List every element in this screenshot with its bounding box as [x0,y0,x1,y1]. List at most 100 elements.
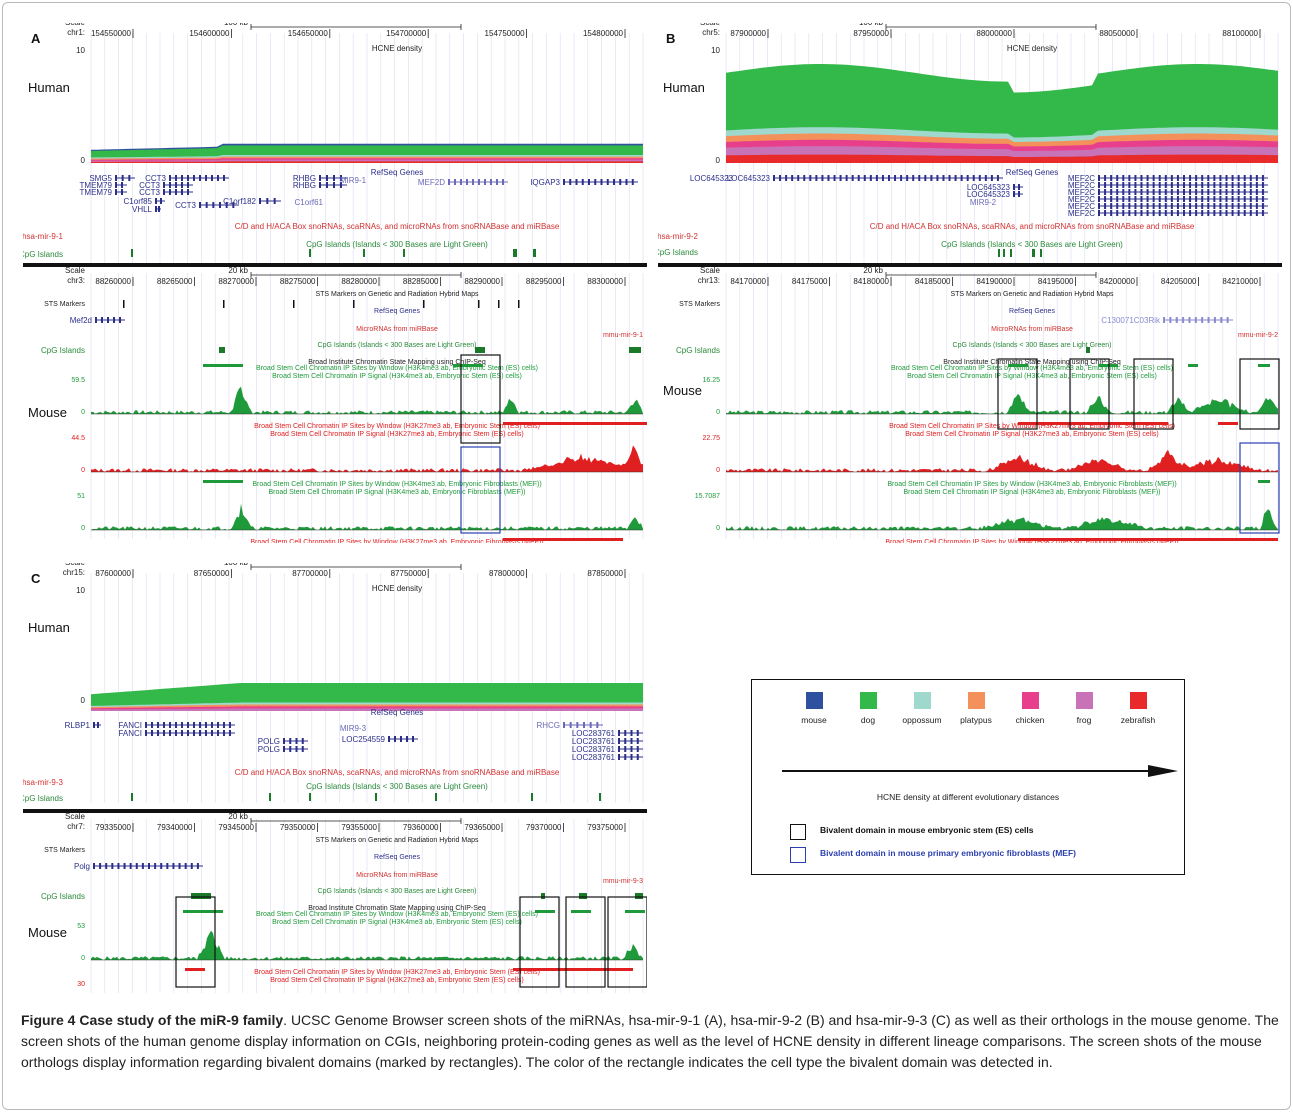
b-human-refseq-gene-name: LOC645323 [727,174,771,183]
b-human-refseq-exon [1219,210,1222,216]
b-human-refseq-exon [1170,210,1173,216]
b-mouse-cpg-title: CpG Islands (Islands < 300 Bases are Lig… [953,342,1112,349]
b-human-refseq-exon [1237,182,1240,188]
b-human-mir-gene: MIR9-2 [970,198,997,207]
b-human-refseq-title: RefSeq Genes [1006,168,1058,177]
a-human-refseq-exon [625,179,628,185]
b-human-refseq-exon [1183,175,1185,181]
a-human-refseq-exon [181,182,183,188]
c-human-refseq-exon [630,746,633,752]
c-human-refseq-exon [636,730,639,736]
a-human-cpg-island [363,249,365,257]
b-human-refseq-exon [1231,196,1234,202]
c-human-refseq-exon [223,722,225,728]
a-human-refseq-gene-name: RHBG [293,174,316,183]
c-human-refseq-exon [181,722,183,728]
a-human-refseq-gene-name: VHLL [132,205,153,214]
a-human-position-label: 154750000 [485,29,526,38]
legend-label-zebrafish: zebrafish [1120,715,1156,725]
c-human-refseq-gene-name: LOC283761 [572,745,616,754]
c-human-position-label: 87650000 [194,569,230,578]
legend-item-zebrafish: zebrafish [1110,692,1166,725]
b-human-refseq-exon [1140,182,1143,188]
b-human-cpg-island [1040,249,1042,257]
b-human-refseq-exon [1018,191,1020,197]
a-mouse-sts-mark [498,300,500,308]
b-human-refseq-exon [1098,189,1100,195]
b-human-refseq-exon [918,175,921,181]
b-mouse-track-0-signal-title: Broad Stem Cell Chromatin IP Signal (H3K… [907,373,1157,380]
b-mouse-track-0-site-window [1258,364,1270,367]
b-human-refseq-exon [1164,175,1167,181]
c-mouse-position-label: 79340000 [157,823,193,832]
a-human-refseq-exon [223,175,225,181]
b-human-refseq-gene-name: MEF2C [1068,202,1095,211]
legend: mouse dog oppossum platypus chicken frog zebra… [751,679,1185,875]
b-human-refseq-exon [978,175,981,181]
a-mouse-sts-mark [353,300,355,308]
a-human-refseq-exon [155,206,157,212]
a-mouse-exon [113,317,115,323]
b-human-refseq-exon [1018,184,1020,190]
a-human-refseq-exon [128,175,131,181]
b-mouse-position-label: 84195000 [1038,277,1074,286]
b-mouse-exon [1201,317,1204,323]
c-human-cpg-island [599,793,601,801]
c-divider [23,809,647,813]
a-mouse-track-3-site-title: Broad Stem Cell Chromatin IP Sites by Wi… [250,539,543,543]
c-mouse-track-0-site-window [183,910,223,913]
a-mouse-track-0-site-title: Broad Stem Cell Chromatin IP Sites by Wi… [256,365,538,372]
b-human-refseq-exon [1183,203,1185,209]
b-mouse-exon [1194,317,1197,323]
b-human-refseq-exon [1201,182,1204,188]
legend-label-dog: dog [860,715,876,725]
a-human-refseq-gene-name: TMEM79 [80,188,113,197]
a-human-refseq-exon [319,175,321,181]
a-human-refseq-exon [155,198,157,204]
c-mouse-track-0-signal-title: Broad Stem Cell Chromatin IP Signal (H3K… [272,919,522,926]
species-label-mouse-a: Mouse [28,405,68,420]
caption-title: Figure 4 Case study of the miR-9 family [21,1012,284,1028]
c-human-refseq-exon [151,722,153,728]
b-human-refseq-exon [1164,182,1167,188]
c-human-refseq-gene-name: POLG [258,737,280,746]
a-mouse-track-2-min: 0 [81,525,85,532]
legend-item-frog: frog [1056,692,1112,725]
b-human-refseq-exon [1134,175,1137,181]
b-human-refseq-exon [906,175,909,181]
c-mouse-scalebar-label: 20 kb [228,812,248,821]
a-human-refseq-exon [205,202,208,208]
b-human-refseq-exon [1243,182,1246,188]
c-mouse-exon [196,863,199,869]
legend-swatch-platypus [967,692,985,709]
a-mouse-track-2-max: 51 [77,493,85,500]
b-human-refseq-exon [948,175,951,181]
b-mouse-refseq-title: RefSeq Genes [1009,308,1055,315]
c-mouse-scale-label: Scale [65,812,86,821]
a-human-refseq-exon [115,182,117,188]
figure-caption: Figure 4 Case study of the miR-9 family.… [21,1010,1283,1073]
a-human-refseq-exon [619,179,622,185]
c-human-refseq-exon [301,746,304,752]
c-human-refseq-exon [388,736,390,742]
b-human-refseq-gene-name: LOC645323 [967,183,1011,192]
a-mouse-track-1-signal [91,445,643,472]
b-human-refseq-exon [1261,196,1264,202]
c-mouse-exon [117,863,120,869]
b-mouse-exon [1220,317,1223,323]
b-mouse-bivalent-box [997,358,1038,430]
a-human-cpg-island [513,249,517,257]
a-mouse-sts-mark [123,300,125,308]
a-mouse-sts-mark [223,300,225,308]
b-human-refseq-exon [1261,203,1264,209]
b-human-refseq-exon [990,175,993,181]
b-mouse-scalebar-label: 20 kb [863,266,883,275]
b-mouse-track-0-site-window [1188,364,1198,367]
b-mouse-track-1-min: 0 [716,467,720,474]
legend-swatch-frog [1075,692,1093,709]
b-human-refseq-exon [1195,182,1198,188]
legend-swatch-dog [859,692,877,709]
a-human-position-label: 154650000 [288,29,329,38]
b-human-refseq-exon [1183,189,1185,195]
